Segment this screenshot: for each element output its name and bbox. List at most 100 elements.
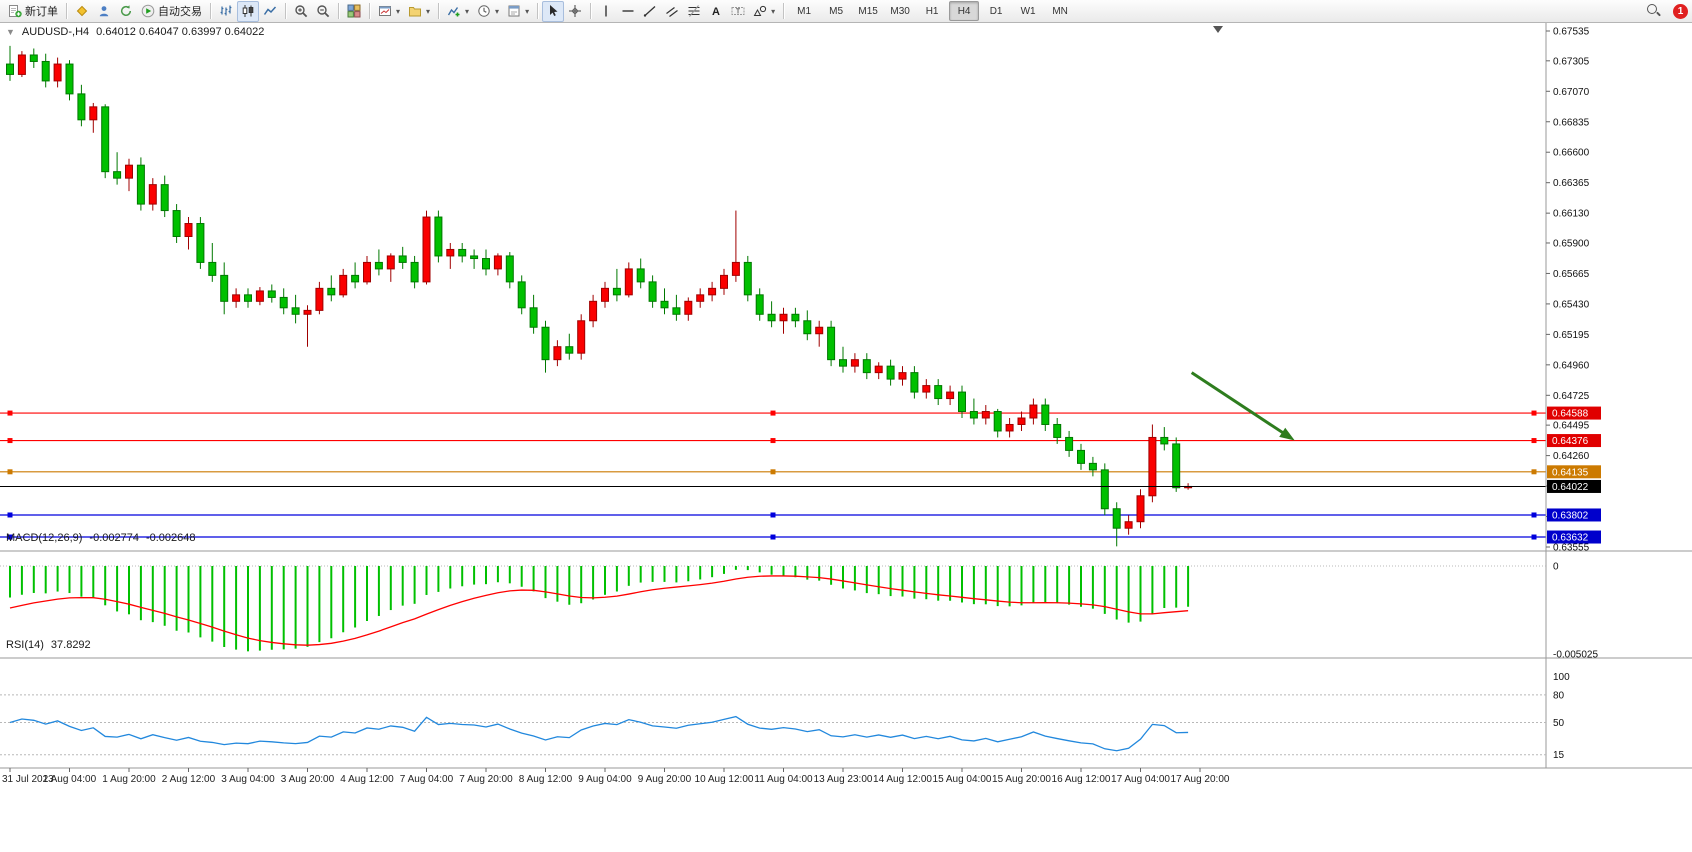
trendline-tool-button[interactable] (639, 1, 661, 22)
candle-body (1029, 404, 1038, 419)
candle-body (148, 184, 157, 205)
crosshair-tool-button[interactable] (564, 1, 586, 22)
candle-body (553, 346, 562, 361)
zoom-out-button[interactable] (312, 1, 334, 22)
chart-collapse-icon[interactable]: ▼ (6, 27, 15, 37)
price-tick: 0.65430 (1553, 299, 1590, 310)
time-label: 31 Jul 2023 (2, 774, 54, 785)
dropdown-arrow-icon: ▾ (426, 6, 431, 16)
candle-body (898, 372, 907, 380)
new-order-button[interactable]: 新订单 (4, 1, 62, 22)
chart-shift-marker-icon[interactable] (1213, 26, 1223, 33)
timeframe-h4[interactable]: H4 (949, 1, 980, 21)
indicators-button[interactable]: ▾ (443, 1, 473, 22)
candle-body (1148, 436, 1157, 497)
candle-body (636, 268, 645, 283)
chart-canvas[interactable]: 0.67535 0.67305 0.67070 0.66835 0.66600 0.663… (0, 22, 1692, 852)
svg-text:0.63802: 0.63802 (1552, 510, 1589, 521)
time-label: 13 Aug 23:00 (814, 774, 873, 785)
candle-body (660, 300, 669, 309)
tile-windows-button[interactable] (343, 1, 365, 22)
support-line-2[interactable] (0, 512, 1546, 518)
time-label: 16 Aug 12:00 (1052, 774, 1111, 785)
market-watch-button[interactable] (93, 1, 115, 22)
time-label: 9 Aug 20:00 (638, 774, 692, 785)
notification-badge[interactable]: 1 (1673, 3, 1688, 19)
label-tool-button[interactable]: T (727, 1, 749, 22)
rsi-axis-label: 80 (1553, 690, 1565, 701)
new-chart-icon (378, 4, 392, 18)
timeframe-m30[interactable]: M30 (890, 5, 910, 17)
candle-body (934, 385, 943, 400)
svg-text:0.63632: 0.63632 (1552, 533, 1589, 544)
candle-body (767, 313, 776, 322)
templates-button[interactable]: ▾ (503, 1, 533, 22)
support-line-1[interactable] (0, 469, 1546, 475)
toolbar-separator (590, 3, 592, 19)
chart-title: ▼ AUDUSD-,H4 0.64012 0.64047 0.63997 0.6… (6, 26, 264, 38)
candle-body (113, 171, 122, 179)
candle-body (53, 63, 62, 82)
candle-body (410, 261, 419, 283)
cursor-icon (546, 4, 560, 18)
price-badge-0.64588: 0.64588 (1547, 406, 1601, 420)
timeframe-h1[interactable]: H1 (925, 5, 939, 17)
toolbar: 新订单 自动交易 ▾ ▾ ▾ ▾ ▾ A T ▾ M1 M5 M15 M30 H1 H4 D1 W1 MN 1 (0, 0, 1692, 23)
timeframe-mn[interactable]: MN (1052, 5, 1068, 17)
templates-icon (507, 4, 521, 18)
candle-body (327, 287, 336, 296)
timeframe-m15[interactable]: M15 (858, 5, 878, 17)
candle-body (803, 320, 812, 335)
rsi-axis-label: 15 (1553, 750, 1565, 761)
channel-tool-button[interactable] (661, 1, 683, 22)
timeframe-m5[interactable]: M5 (829, 5, 844, 17)
trend-arrow-annotation[interactable] (1190, 371, 1295, 441)
timeframe-w1[interactable]: W1 (1020, 5, 1036, 17)
line-chart-button[interactable] (259, 1, 281, 22)
candle-body (755, 294, 764, 315)
search-icon[interactable] (1647, 4, 1661, 18)
candle-body (874, 365, 883, 374)
resistance-line-2[interactable] (0, 438, 1546, 444)
rsi-value: 37.8292 (50, 639, 91, 651)
price-badge-0.63632: 0.63632 (1547, 530, 1601, 544)
time-label: 7 Aug 20:00 (459, 774, 513, 785)
chart-symbol-period: AUDUSD-,H4 (21, 26, 90, 38)
macd-histogram (9, 566, 1190, 652)
price-tick: 0.66130 (1553, 209, 1590, 220)
autotrading-button[interactable]: 自动交易 (137, 1, 206, 22)
vertical-line-tool-button[interactable] (595, 1, 617, 22)
time-label: 17 Aug 04:00 (1111, 774, 1170, 785)
toolbar-right: 1 (1647, 3, 1692, 19)
candle-body (6, 63, 14, 75)
profiles-button[interactable]: ▾ (404, 1, 434, 22)
timeframe-m1[interactable]: M1 (797, 5, 812, 17)
candlestick-chart-button[interactable] (237, 0, 259, 22)
hline-icon (621, 4, 635, 18)
shapes-tool-button[interactable]: ▾ (749, 1, 779, 22)
zoom-in-button[interactable] (290, 1, 312, 22)
time-label: 1 Aug 04:00 (43, 774, 97, 785)
resistance-line-1[interactable] (0, 410, 1546, 416)
bar-chart-button[interactable] (215, 1, 237, 22)
new-chart-button[interactable]: ▾ (374, 1, 404, 22)
cursor-tool-button[interactable] (542, 0, 565, 22)
crosshair-icon (568, 4, 582, 18)
candle-body (981, 411, 990, 419)
timeframe-d1[interactable]: D1 (989, 5, 1003, 17)
metaeditor-button[interactable] (71, 1, 93, 22)
new-order-button-label: 新订单 (25, 6, 58, 18)
candle-body (220, 274, 229, 302)
text-tool-button[interactable]: A (705, 1, 727, 22)
refresh-button[interactable] (115, 1, 137, 22)
periods-button[interactable]: ▾ (473, 1, 503, 22)
fibonacci-tool-button[interactable] (683, 1, 705, 22)
candle-body (946, 391, 955, 400)
text-tool-icon: A (709, 4, 723, 18)
support-line-3[interactable] (0, 534, 1546, 540)
candle-body (862, 359, 871, 374)
svg-text:0.64022: 0.64022 (1552, 482, 1589, 493)
candle-body (303, 309, 312, 315)
horizontal-line-tool-button[interactable] (617, 1, 639, 22)
